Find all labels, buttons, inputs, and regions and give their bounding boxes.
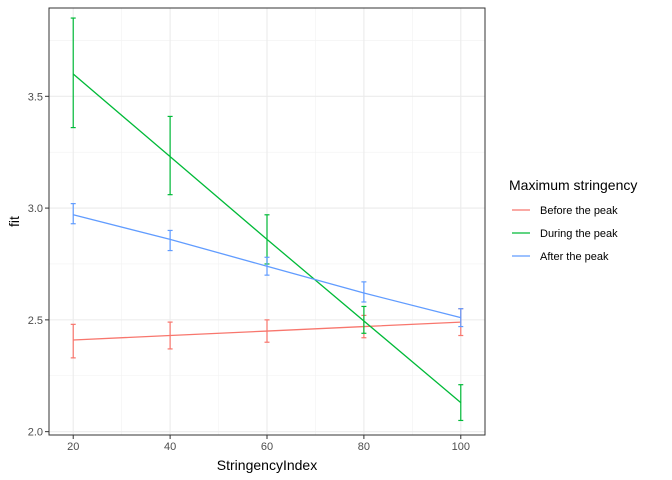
x-tick-label: 20 [67, 441, 79, 453]
x-tick-labels: 20 40 60 80 100 [67, 441, 470, 453]
x-tick-label: 40 [164, 441, 176, 453]
x-tick-label: 80 [358, 441, 370, 453]
axis-ticks [45, 95, 462, 439]
y-tick-label: 2.0 [28, 427, 43, 439]
grid-major [49, 8, 485, 435]
y-tick-label: 3.5 [28, 91, 43, 103]
legend: Maximum stringency Before the peak During… [509, 177, 637, 263]
legend-title: Maximum stringency [509, 177, 637, 193]
legend-items: Before the peak During the peak After the … [512, 205, 618, 263]
series-3 [70, 203, 464, 328]
x-axis-title: StringencyIndex [217, 457, 317, 473]
y-axis-title: fit [6, 216, 22, 227]
legend-label: After the peak [540, 251, 609, 263]
x-tick-label: 100 [452, 441, 470, 453]
series-layer [70, 17, 464, 422]
y-tick-label: 3.0 [28, 203, 43, 215]
series-2 [70, 17, 464, 422]
x-tick-label: 60 [261, 441, 273, 453]
legend-label: During the peak [540, 228, 618, 240]
y-tick-label: 2.5 [28, 315, 43, 327]
legend-label: Before the peak [540, 205, 618, 217]
y-tick-labels: 2.0 2.5 3.0 3.5 [28, 91, 43, 438]
